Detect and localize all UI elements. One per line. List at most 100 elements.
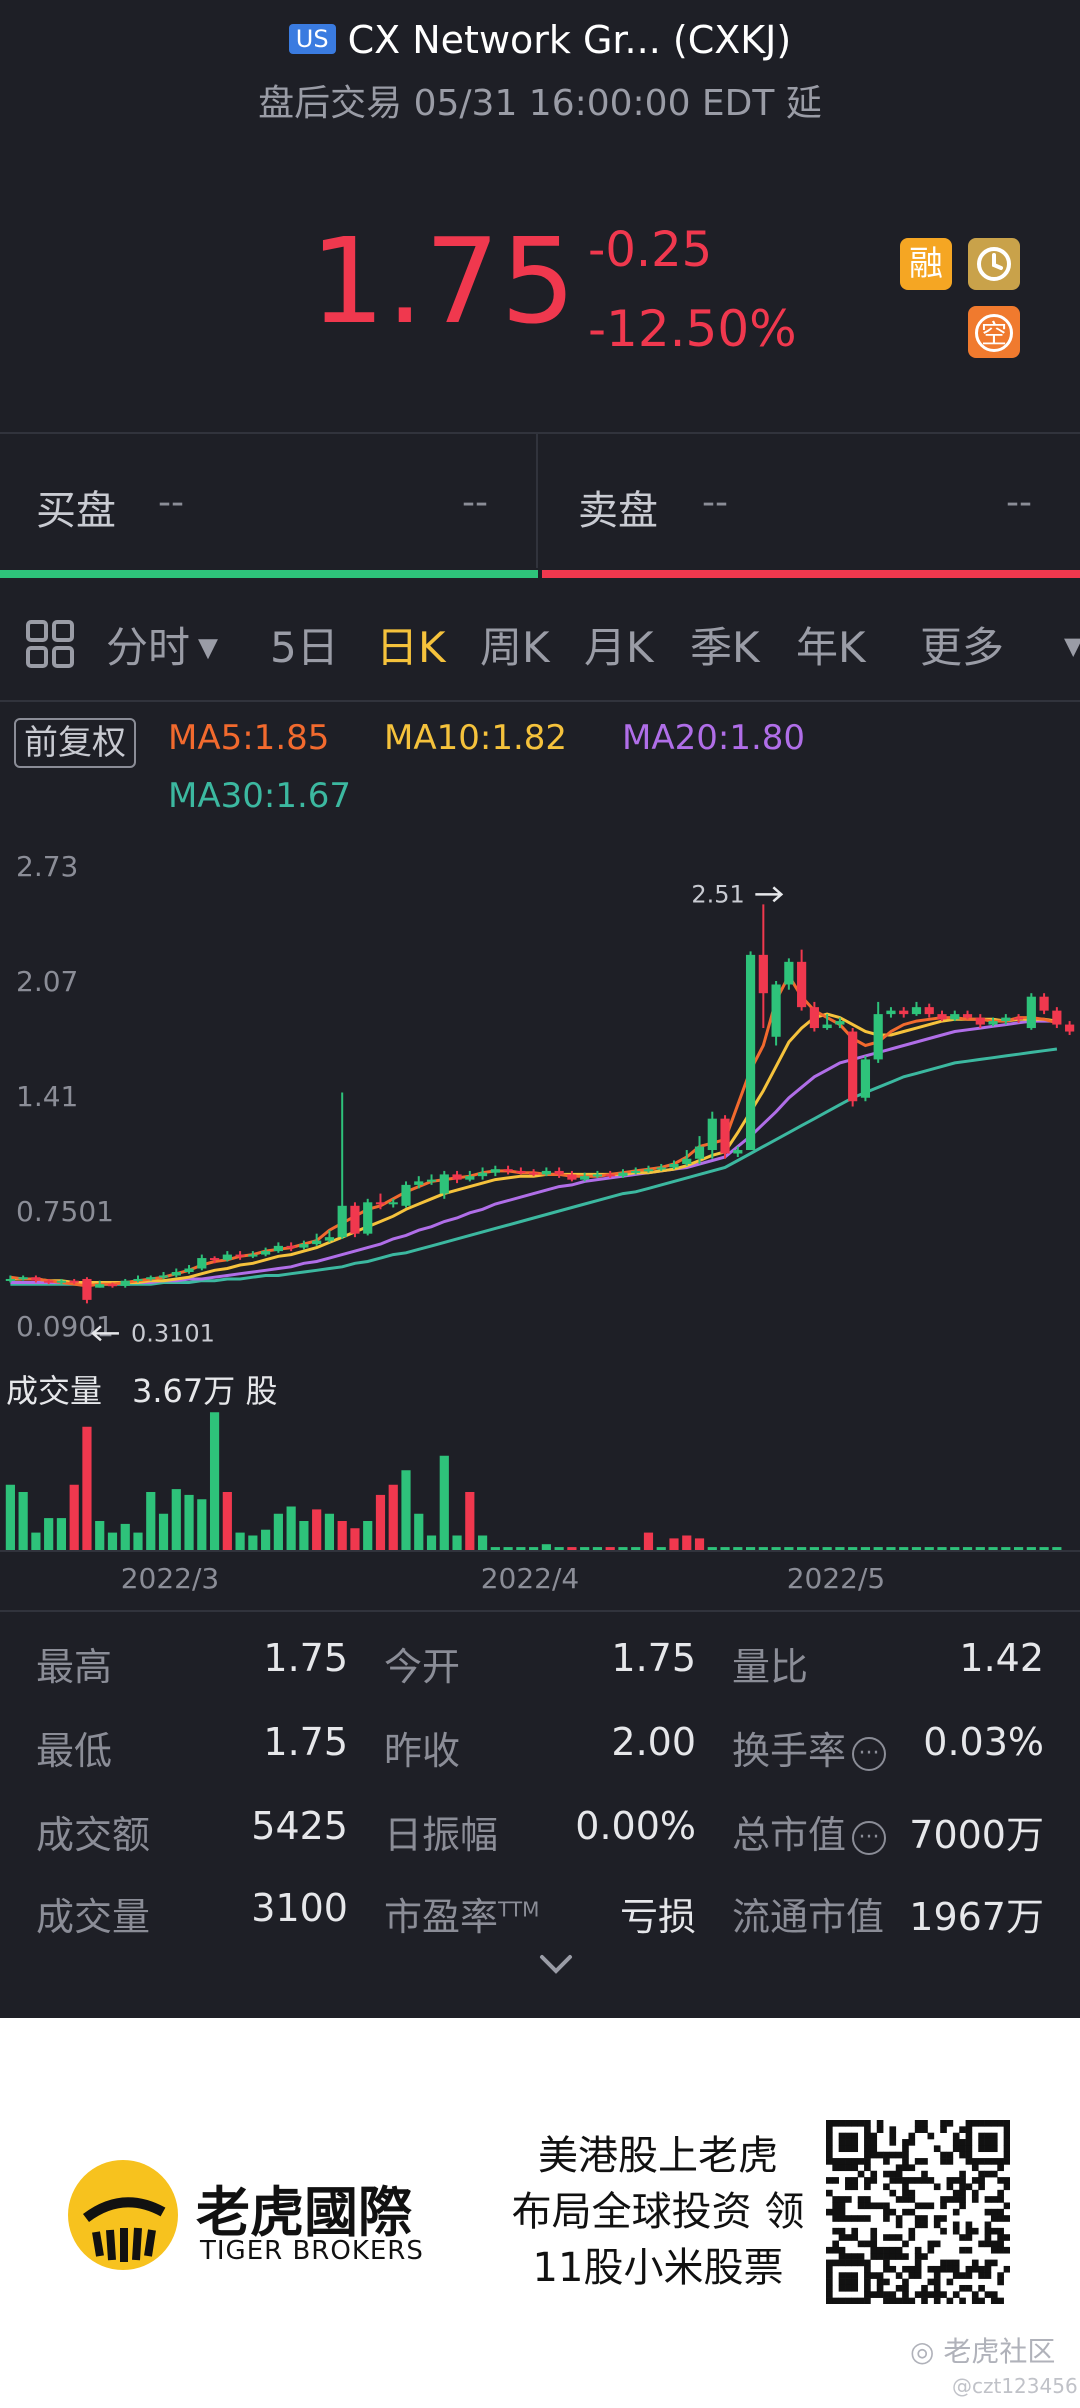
qr-module <box>940 2265 947 2273</box>
volume-bar <box>771 1547 781 1550</box>
qr-module <box>990 2246 998 2254</box>
grid-icon[interactable] <box>24 618 76 674</box>
short-sell-badge[interactable]: 空 <box>968 306 1020 358</box>
caret-down-icon[interactable]: ▼ <box>1064 632 1080 660</box>
qr-module <box>984 2145 992 2153</box>
volume-bar <box>184 1494 194 1550</box>
qr-module <box>940 2259 947 2267</box>
qr-module <box>965 2227 973 2235</box>
qr-module <box>883 2253 890 2260</box>
qr-module <box>990 2297 998 2304</box>
qr-module <box>990 2259 998 2267</box>
qr-module <box>984 2132 992 2140</box>
tab-5day[interactable]: 5日 <box>270 623 339 672</box>
qr-module <box>921 2297 928 2304</box>
qr-module <box>902 2240 909 2248</box>
candle-body <box>146 1277 156 1280</box>
volume-bar <box>107 1532 118 1550</box>
tab-quarterly-k[interactable]: 季K <box>690 623 760 672</box>
volume-bar <box>133 1532 143 1550</box>
qr-module <box>946 2196 954 2203</box>
volume-bar <box>69 1484 79 1550</box>
qr-module <box>826 2151 833 2159</box>
qr-module <box>990 2170 998 2178</box>
qr-module <box>832 2246 839 2254</box>
qr-module <box>902 2139 909 2146</box>
qr-module <box>921 2215 928 2222</box>
tab-intraday[interactable]: 分时 ▼ <box>106 614 218 675</box>
qr-module <box>889 2189 897 2197</box>
volume-bar <box>631 1547 641 1550</box>
ask-price: -- <box>702 482 728 523</box>
candle-body <box>1039 996 1049 1011</box>
qr-module <box>997 2164 1004 2172</box>
qr-module <box>914 2215 922 2222</box>
tab-daily-k[interactable]: 日K <box>376 623 446 672</box>
stat-label: 最高 <box>36 1645 113 1689</box>
qr-module <box>990 2196 998 2203</box>
qr-module <box>990 2145 998 2153</box>
watermark: ◎ 老虎社区 <box>910 2330 1055 2370</box>
qr-module <box>921 2221 928 2229</box>
candle-body <box>197 1258 207 1269</box>
candle-body <box>848 1031 858 1102</box>
qr-module <box>895 2284 903 2292</box>
qr-module <box>857 2202 865 2210</box>
high-price-annotation: 2.51 <box>691 880 744 908</box>
tab-yearly-k[interactable]: 年K <box>796 623 866 672</box>
candlestick-chart[interactable]: 2.732.071.410.75010.09012.510.31012022/3… <box>0 840 1080 1600</box>
volume-bar <box>388 1484 398 1550</box>
qr-module <box>838 2227 846 2235</box>
volume-title: 成交量 <box>6 1372 103 1410</box>
qr-module <box>870 2170 878 2178</box>
qr-module <box>940 2215 947 2222</box>
qr-module <box>965 2132 973 2140</box>
qr-module <box>870 2246 878 2254</box>
candle-body <box>299 1244 309 1248</box>
volume-bar <box>962 1547 973 1550</box>
candle-body <box>5 1278 15 1281</box>
volume-bar <box>745 1547 756 1550</box>
volume-bar <box>567 1547 577 1550</box>
qr-module <box>826 2265 833 2273</box>
qr-module <box>927 2177 935 2184</box>
qr-module <box>921 2284 928 2292</box>
qr-module <box>889 2177 897 2184</box>
qr-module <box>908 2132 916 2140</box>
ma30-value: MA30:1.67 <box>168 776 352 816</box>
qr-module <box>864 2278 871 2286</box>
ask-label: 卖盘 <box>578 488 658 534</box>
candle-body <box>733 1150 743 1154</box>
qr-module <box>851 2183 859 2191</box>
volume-bar <box>733 1547 743 1550</box>
volume-bar <box>248 1535 258 1550</box>
qr-module <box>845 2158 852 2165</box>
history-clock-icon[interactable] <box>968 238 1020 290</box>
volume-label: 成交量 3.67万 股 <box>6 1366 277 1412</box>
qr-module <box>889 2297 897 2304</box>
qr-module <box>997 2189 1004 2197</box>
candle-body <box>937 1014 947 1020</box>
margin-badge[interactable]: 融 <box>900 238 952 290</box>
qr-module <box>971 2297 979 2304</box>
qr-module <box>864 2139 871 2146</box>
tab-more[interactable]: 更多 <box>920 623 1005 672</box>
info-icon[interactable]: ··· <box>852 1737 887 1771</box>
qr-module <box>921 2120 928 2127</box>
stat-label: 换手率 ··· <box>732 1720 887 1775</box>
adjust-mode-button[interactable]: 前复权 <box>14 718 136 768</box>
qr-module <box>946 2259 954 2267</box>
qr-module <box>870 2234 878 2241</box>
chevron-down-icon[interactable] <box>538 1952 574 1980</box>
tab-weekly-k[interactable]: 周K <box>480 623 550 672</box>
x-axis-tick-label: 2022/3 <box>121 1562 220 1595</box>
qr-module <box>838 2297 846 2304</box>
tab-monthly-k[interactable]: 月K <box>584 623 654 672</box>
qr-module <box>1003 2132 1010 2140</box>
volume-bar <box>44 1518 54 1550</box>
volume-bar <box>452 1535 462 1550</box>
qr-module <box>864 2158 871 2165</box>
qr-module <box>857 2240 865 2248</box>
qr-module <box>927 2265 935 2273</box>
info-icon[interactable]: ··· <box>852 1821 887 1855</box>
